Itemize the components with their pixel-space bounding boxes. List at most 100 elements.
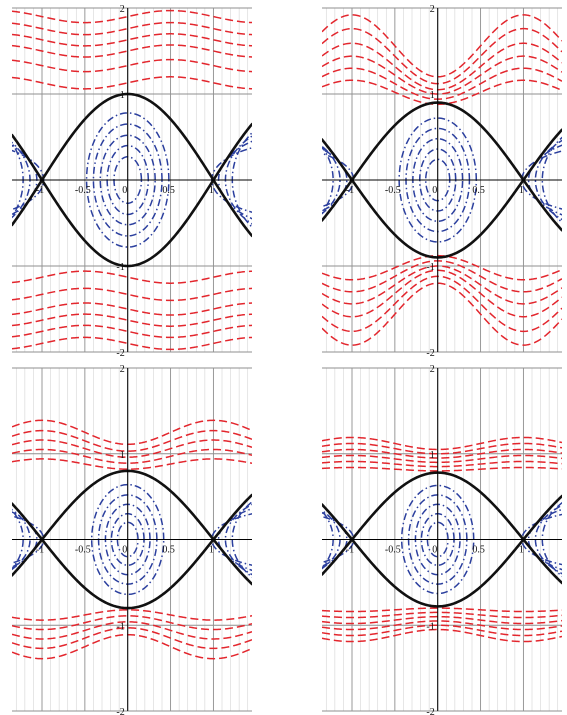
x-tick-label: -0.5 (385, 185, 401, 196)
rotational-orbit (12, 9, 252, 24)
rotational-orbit (322, 282, 562, 346)
x-tick-label: 0.5 (162, 545, 175, 556)
rotational-orbit (322, 611, 562, 619)
rotational-orbit (322, 466, 562, 472)
separatrix (322, 128, 562, 259)
y-tick-label: -1 (116, 262, 124, 273)
y-tick-label: -2 (116, 348, 124, 359)
rotational-orbit (12, 324, 252, 339)
rotational-orbit (322, 448, 562, 459)
x-tick-label: 0 (122, 545, 127, 556)
rotational-orbit (322, 27, 562, 85)
panel-bottom-right: -1 -0.5 0 0.5 1 -2 -1 1 2 (322, 364, 562, 715)
rotational-orbit (322, 260, 562, 293)
axes (12, 368, 252, 711)
separatrix (322, 494, 562, 608)
y-tick-label: 1 (120, 90, 125, 101)
panel-top-right: -1 -0.5 0 0.5 1 -2 -1 1 2 (322, 4, 562, 359)
rotational-orbit (322, 436, 562, 451)
x-tick-label: 0 (122, 185, 127, 196)
rotational-orbit (322, 615, 562, 625)
y-tick-label: -1 (116, 621, 124, 632)
y-tick-label: 2 (430, 364, 435, 375)
y-tick-label: -2 (116, 707, 124, 715)
separatrix (12, 122, 252, 268)
separatrix (12, 92, 252, 238)
y-tick-label: 2 (120, 4, 125, 15)
rotational-orbit (12, 621, 252, 640)
rotational-orbit (322, 620, 562, 631)
rotational-orbit (322, 460, 562, 468)
separatrix (322, 471, 562, 585)
x-tick-label: -0.5 (385, 545, 401, 556)
rotational-orbit (322, 442, 562, 455)
rotational-orbit (322, 67, 562, 100)
x-tick-label: 0.5 (472, 545, 485, 556)
x-tick-label: -1 (36, 185, 44, 196)
rotational-orbit (12, 615, 252, 631)
librational-orbit (400, 484, 475, 595)
y-tick-label: 2 (120, 364, 125, 375)
separatrix (12, 469, 252, 586)
rotational-orbit (12, 439, 252, 458)
x-tick-label: 0.5 (162, 185, 175, 196)
x-tick-label: 1 (519, 185, 524, 196)
x-tick-label: -1 (346, 185, 354, 196)
rotational-orbit (322, 624, 562, 637)
rotational-orbit (12, 313, 252, 327)
rotational-orbit (322, 254, 562, 281)
x-tick-label: 0 (432, 545, 437, 556)
rotational-orbit (322, 607, 562, 613)
y-tick-label: -1 (426, 621, 434, 632)
x-tick-label: 1 (209, 185, 214, 196)
rotational-orbit (12, 609, 252, 621)
rotational-orbit (322, 628, 562, 643)
x-tick-label: -1 (346, 545, 354, 556)
y-tick-label: 1 (430, 90, 435, 101)
rotational-orbit (322, 79, 562, 106)
rotational-orbit (12, 21, 252, 36)
panel-bottom-left: -1 -0.5 0 0.5 1 -2 -1 1 2 (12, 364, 252, 715)
librational-orbit (424, 158, 451, 202)
rotational-orbit (12, 429, 252, 452)
x-tick-label: 1 (209, 545, 214, 556)
separatrix (322, 101, 562, 232)
rotational-orbit (12, 76, 252, 90)
rotational-orbit (322, 265, 562, 305)
rotational-orbit (12, 33, 252, 47)
rotational-orbit (12, 627, 252, 650)
y-tick-label: 1 (430, 450, 435, 461)
y-tick-label: -2 (426, 348, 434, 359)
librational-orbit (92, 123, 163, 237)
rotational-orbit (322, 42, 562, 91)
y-tick-label: 2 (430, 4, 435, 15)
x-tick-label: -1 (36, 545, 44, 556)
x-tick-label: -0.5 (75, 545, 91, 556)
rotational-orbit (322, 55, 562, 95)
x-tick-label: 1 (519, 545, 524, 556)
librational-orbit (90, 483, 165, 596)
panel-top-left: -1 -0.5 0 0.5 1 -2 -1 1 2 (12, 4, 252, 359)
axes (12, 8, 252, 352)
rotational-orbit (322, 14, 562, 78)
rotational-orbit (12, 448, 252, 464)
separatrix (12, 493, 252, 610)
axes (322, 8, 562, 352)
rotational-orbit (12, 633, 252, 660)
rotational-orbit (12, 287, 252, 302)
rotational-orbit (12, 336, 252, 351)
rotational-orbit (12, 302, 252, 316)
axes (322, 368, 562, 711)
rotational-orbit (322, 269, 562, 318)
y-tick-label: -1 (426, 262, 434, 273)
rotational-orbit (12, 44, 252, 58)
x-tick-label: 0.5 (472, 185, 485, 196)
x-tick-label: 0 (432, 185, 437, 196)
y-tick-label: 1 (120, 450, 125, 461)
y-tick-label: -2 (426, 707, 434, 715)
rotational-orbit (12, 270, 252, 284)
rotational-orbit (12, 419, 252, 446)
rotational-orbit (12, 58, 252, 73)
rotational-orbit (12, 458, 252, 470)
